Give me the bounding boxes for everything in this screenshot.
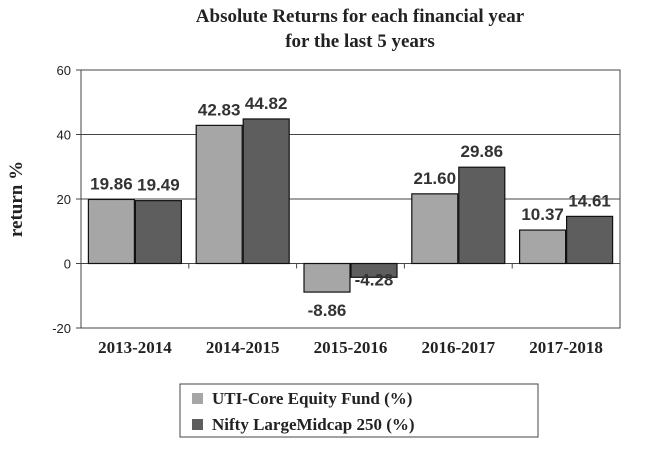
y-axis-label: return % bbox=[6, 161, 27, 237]
data-label-series1-2013-2014: 19.49 bbox=[137, 176, 180, 195]
bar-series1-2016-2017 bbox=[458, 166, 506, 265]
data-label-series0-2014-2015: 42.83 bbox=[198, 100, 241, 119]
bar-series1-2014-2015 bbox=[242, 118, 290, 265]
bar-series0-2015-2016 bbox=[303, 262, 351, 293]
x-category-label-2015-2016: 2015-2016 bbox=[314, 338, 388, 357]
chart-title-line-2: for the last 5 years bbox=[285, 31, 435, 52]
bar-series1-2013-2014 bbox=[134, 200, 182, 265]
axes: -20 0 20 40 60 2013-2014 2014-2015 2015-2016 201… bbox=[52, 63, 621, 357]
chart-title-line-1: Absolute Returns for each financial year bbox=[196, 6, 525, 27]
legend-label-uti-core-equity: UTI-Core Equity Fund (%) bbox=[212, 389, 412, 408]
bar-series0-2013-2014 bbox=[87, 198, 136, 265]
legend-swatch-nifty-largemidcap bbox=[192, 419, 203, 430]
data-label-series0-2016-2017: 21.60 bbox=[414, 169, 457, 188]
legend-swatch-uti-core-equity bbox=[192, 393, 203, 404]
legend-label-nifty-largemidcap: Nifty LargeMidcap 250 (%) bbox=[212, 415, 415, 434]
data-label-series0-2015-2016: -8.86 bbox=[308, 301, 347, 320]
data-label-series1-2016-2017: 29.86 bbox=[461, 142, 504, 161]
x-category-label-2017-2018: 2017-2018 bbox=[529, 338, 603, 357]
legend-box bbox=[179, 383, 539, 438]
y-tick-label--20: -20 bbox=[52, 321, 71, 336]
y-tick-label-60: 60 bbox=[57, 63, 71, 78]
x-category-label-2016-2017: 2016-2017 bbox=[421, 338, 495, 357]
data-label-series1-2015-2016: -4.28 bbox=[355, 270, 394, 289]
y-tick-label-0: 0 bbox=[64, 257, 71, 272]
data-label-series1-2014-2015: 44.82 bbox=[245, 94, 288, 113]
x-category-label-2013-2014: 2013-2014 bbox=[98, 338, 172, 357]
bar-series0-2017-2018 bbox=[518, 229, 567, 265]
y-tick-label-20: 20 bbox=[57, 192, 71, 207]
bar-series0-2016-2017 bbox=[411, 193, 459, 265]
data-label-series0-2017-2018: 10.37 bbox=[521, 205, 564, 224]
data-label-series1-2017-2018: 14.61 bbox=[568, 191, 611, 210]
data-labels: 19.86 19.49 42.83 44.82 -8.86 -4.28 21.6029.86… bbox=[90, 94, 611, 320]
data-label-series0-2013-2014: 19.86 bbox=[90, 174, 133, 193]
bar-series1-2017-2018 bbox=[565, 215, 614, 265]
bar-series0-2014-2015 bbox=[195, 124, 243, 265]
x-category-label-2014-2015: 2014-2015 bbox=[206, 338, 280, 357]
bars bbox=[87, 118, 614, 293]
bar-series1-2015-2016 bbox=[350, 262, 398, 278]
legend: UTI-Core Equity Fund (%) Nifty LargeMidc… bbox=[179, 383, 539, 438]
y-tick-label-40: 40 bbox=[57, 128, 71, 143]
